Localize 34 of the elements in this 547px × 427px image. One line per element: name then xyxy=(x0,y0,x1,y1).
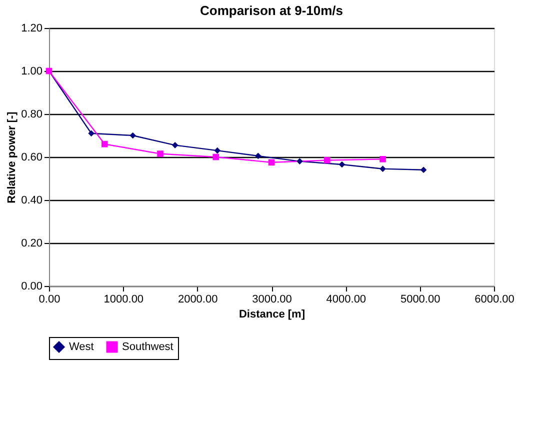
point xyxy=(380,166,386,172)
point xyxy=(268,159,275,166)
point xyxy=(130,132,136,139)
y-tick-label: 0.60 xyxy=(21,152,42,164)
point xyxy=(157,150,164,157)
legend-label: Southwest xyxy=(122,341,174,353)
y-tick-label: 1.20 xyxy=(21,22,42,34)
x-axis-title: Distance [m] xyxy=(238,308,306,320)
point xyxy=(296,158,303,164)
y-axis-title: Relative power [-] xyxy=(6,111,18,204)
chart-title: Comparison at 9-10m/s xyxy=(200,3,344,18)
point xyxy=(172,142,178,148)
point xyxy=(214,147,221,154)
point xyxy=(88,130,94,137)
x-tick-label: 4000.00 xyxy=(326,294,366,306)
point xyxy=(254,152,262,160)
legend-label: West xyxy=(69,341,94,353)
y-tick-label: 0.20 xyxy=(21,238,42,250)
y-tick-label: 0.80 xyxy=(21,108,42,120)
point xyxy=(101,140,108,148)
point xyxy=(212,154,220,160)
x-tick-label: 6000.00 xyxy=(474,294,514,306)
y-tick-label: 1.00 xyxy=(21,66,42,78)
x-tick-label: 1000.00 xyxy=(104,294,144,306)
point xyxy=(338,161,346,168)
y-tick-label: 0.00 xyxy=(21,280,42,292)
y-tick-label: 0.40 xyxy=(21,194,42,206)
x-tick-label: 5000.00 xyxy=(400,294,440,306)
point xyxy=(380,156,386,162)
x-tick-label: 0.00 xyxy=(38,294,60,306)
x-tick-label: 3000.00 xyxy=(252,294,292,306)
point xyxy=(420,166,427,174)
x-tick-label: 2000.00 xyxy=(178,294,218,306)
point xyxy=(324,157,330,164)
